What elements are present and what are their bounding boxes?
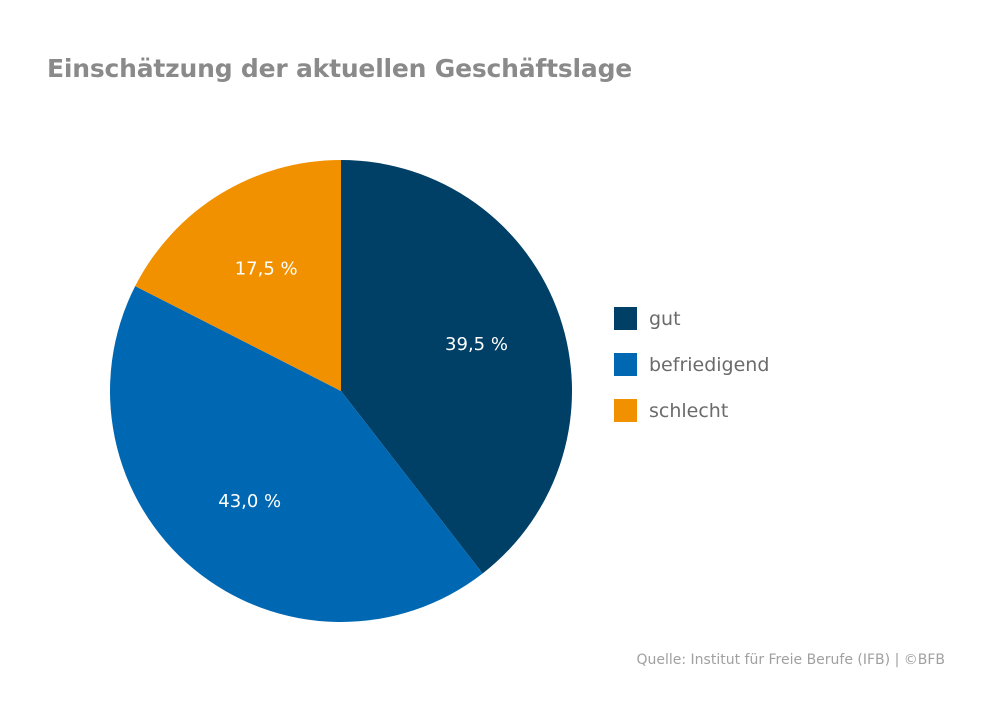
legend-label-schlecht: schlecht [649, 400, 729, 422]
pie-label-schlecht: 17,5 % [235, 258, 298, 279]
legend-swatch-befriedigend [614, 353, 637, 376]
pie-label-gut: 39,5 % [445, 334, 508, 355]
source-note: Quelle: Institut für Freie Berufe (IFB) … [636, 652, 945, 668]
legend-label-gut: gut [649, 308, 681, 330]
legend-swatch-schlecht [614, 399, 637, 422]
legend-swatch-gut [614, 307, 637, 330]
pie-slice-befriedigend [110, 286, 483, 623]
chart-title: Einschätzung der aktuellen Geschäftslage [47, 54, 633, 83]
pie-slice-gut [341, 160, 573, 574]
pie-label-befriedigend: 43,0 % [218, 491, 281, 512]
legend-label-befriedigend: befriedigend [649, 354, 770, 376]
pie-slice-schlecht [135, 160, 341, 391]
